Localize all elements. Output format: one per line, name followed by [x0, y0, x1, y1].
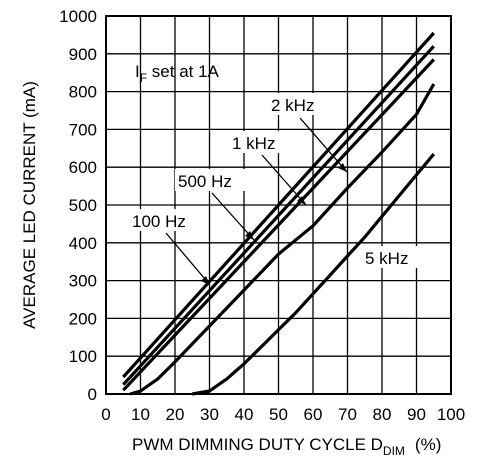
annotations: 2 kHz 1 kHz 500 Hz 100 Hz 5 kHz	[129, 93, 420, 286]
annotation-1khz-leader	[261, 154, 307, 206]
series-line-500hz	[122, 45, 435, 386]
y-axis-title: AVERAGE LED CURRENT (mA)	[20, 81, 39, 329]
series-line-100hz	[122, 31, 435, 379]
annotation-500hz-leader	[211, 192, 255, 241]
series-line-1khz	[122, 58, 435, 392]
x-tick-label: 50	[269, 405, 288, 424]
series-lines	[122, 31, 436, 396]
x-tick-label: 100	[437, 405, 465, 424]
x-tick-label: 10	[131, 405, 150, 424]
y-tick-label: 900	[69, 45, 97, 64]
annotation-1khz: 1 kHz	[232, 134, 275, 153]
series-line-5khz	[192, 152, 436, 396]
y-tick-label: 700	[69, 120, 97, 139]
y-tick-label: 600	[69, 158, 97, 177]
condition-label-subscript: F	[140, 71, 147, 85]
annotation-500hz: 500 Hz	[178, 172, 232, 191]
annotation-2khz-leader	[299, 117, 348, 173]
annotation-100hz-leader	[165, 232, 211, 286]
y-tick-label: 800	[69, 83, 97, 102]
y-tick-label: 400	[69, 234, 97, 253]
annotation-2khz-arrowhead	[338, 163, 347, 172]
x-tick-label: 80	[373, 405, 392, 424]
annotation-1khz-arrowhead	[297, 196, 306, 205]
annotation-100hz: 100 Hz	[132, 212, 186, 231]
y-tick-label: 0	[88, 385, 97, 404]
annotation-100hz-arrowhead	[201, 276, 210, 285]
y-tick-label: 500	[69, 196, 97, 215]
x-tick-label: 60	[304, 405, 323, 424]
condition-label: IF set at 1A	[135, 62, 220, 85]
x-tick-label: 90	[407, 405, 426, 424]
annotation-500hz-arrowhead	[245, 231, 254, 240]
x-axis-title-subscript: DIM	[383, 444, 405, 458]
y-tick-labels: 0 100 200 300 400 500 600 700 800 900 1000	[59, 7, 97, 404]
x-tick-label: 20	[166, 405, 185, 424]
annotation-2khz: 2 kHz	[271, 96, 314, 115]
y-tick-label: 300	[69, 272, 97, 291]
x-tick-label: 0	[101, 405, 110, 424]
x-tick-label: 30	[200, 405, 219, 424]
y-tick-label: 200	[69, 309, 97, 328]
x-axis-title: PWM DIMMING DUTY CYCLE DDIM (%)	[132, 435, 441, 458]
y-tick-label: 100	[69, 347, 97, 366]
x-tick-label: 70	[338, 405, 357, 424]
x-tick-labels: 0 10 20 30 40 50 60 70 80 90 100	[101, 405, 465, 424]
annotation-5khz: 5 kHz	[365, 249, 408, 268]
series-line-2khz	[129, 83, 436, 396]
y-tick-label: 1000	[59, 7, 97, 26]
x-tick-label: 40	[235, 405, 254, 424]
